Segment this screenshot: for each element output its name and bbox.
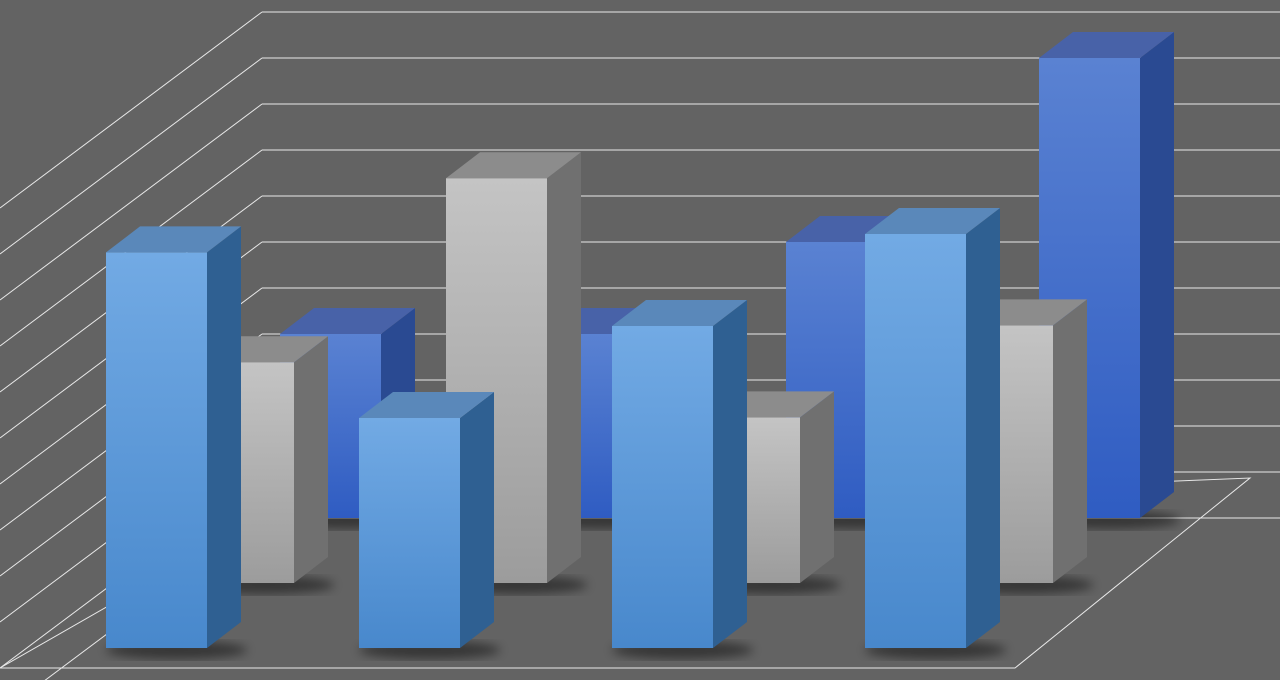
- bar-front-front-2: [359, 418, 460, 648]
- bar-top-back-1: [280, 308, 415, 334]
- bar-side-middle-2: [547, 152, 581, 583]
- bar-side-front-4: [966, 208, 1000, 648]
- bar-front-front-4: [865, 234, 966, 648]
- bar-top-front-2: [359, 392, 494, 418]
- bar-front-front-1: [106, 252, 207, 648]
- bars: [105, 32, 1181, 659]
- bar-side-front-3: [713, 300, 747, 648]
- bar-top-front-3: [612, 300, 747, 326]
- bar-side-middle-3: [800, 391, 834, 583]
- bar-top-back-4: [1039, 32, 1174, 58]
- gridline-side: [0, 57, 263, 255]
- bar-side-front-2: [460, 392, 494, 648]
- bar-front-front-3: [612, 326, 713, 648]
- bar-side-middle-4: [1053, 299, 1087, 583]
- bar-top-middle-2: [446, 152, 581, 179]
- bar-top-front-1: [106, 226, 241, 253]
- gridline-side: [0, 103, 263, 301]
- gridline-side: [0, 11, 263, 209]
- bar-side-middle-1: [294, 336, 328, 583]
- bar-side-back-4: [1140, 32, 1174, 518]
- bar-side-front-1: [207, 226, 241, 648]
- bar-top-front-4: [865, 208, 1000, 234]
